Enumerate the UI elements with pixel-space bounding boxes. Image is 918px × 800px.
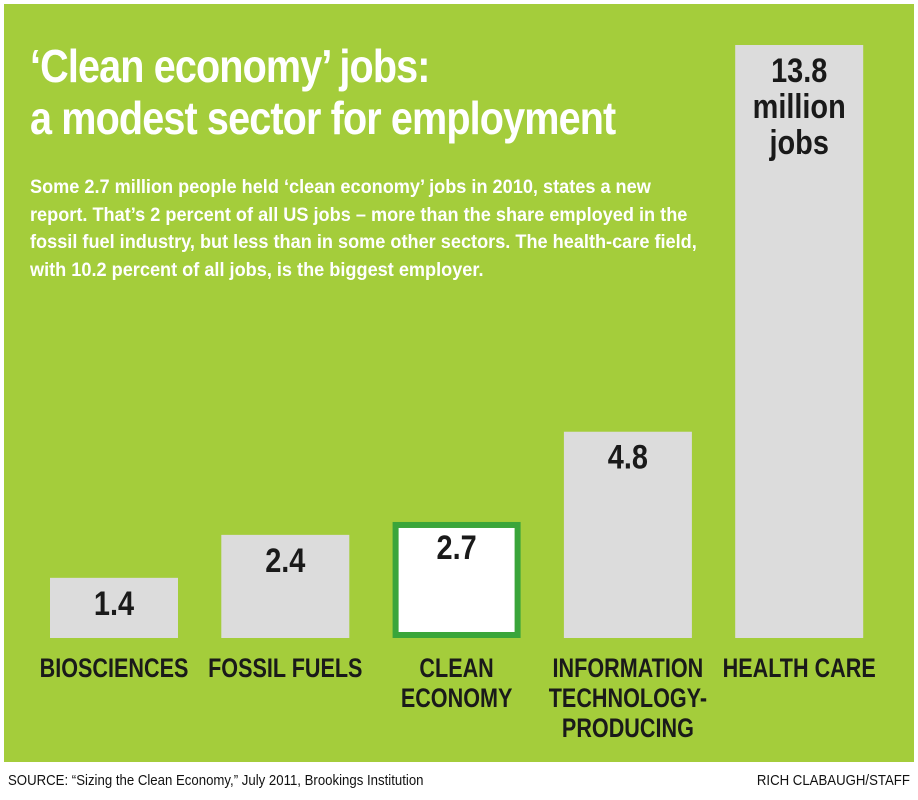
category-label: FOSSIL FUELS	[208, 654, 362, 684]
chart-title: ‘Clean economy’ jobs: a modest sector for…	[30, 40, 616, 144]
category-label: HEALTH CARE	[723, 654, 876, 684]
chart-subtitle: Some 2.7 million people held ‘clean econ…	[30, 176, 697, 281]
title-line-1: ‘Clean economy’ jobs:	[30, 40, 430, 92]
data-label: 4.8	[608, 437, 648, 476]
category-label: BIOSCIENCES	[40, 654, 189, 684]
credit-note: RICH CLABAUGH/STAFF	[756, 772, 910, 789]
data-label: jobs	[769, 123, 829, 162]
bar	[221, 534, 350, 638]
category-label: PRODUCING	[562, 714, 694, 744]
category-label: INFORMATION	[553, 654, 704, 684]
bar	[563, 431, 692, 638]
category-label: CLEAN	[419, 654, 493, 684]
bar	[50, 577, 178, 638]
data-label: million	[753, 87, 846, 126]
category-label: TECHNOLOGY-	[549, 684, 707, 714]
title-line-2: a modest sector for employment	[30, 92, 616, 144]
source-note: SOURCE: “Sizing the Clean Economy,” July…	[8, 772, 424, 789]
data-label: 1.4	[94, 584, 135, 623]
bar	[735, 45, 864, 638]
data-label: 13.8	[771, 51, 827, 90]
data-label: 2.4	[265, 541, 306, 580]
category-label: ECONOMY	[401, 684, 513, 714]
data-label: 2.7	[437, 528, 477, 567]
bar-clean-economy	[392, 521, 521, 639]
